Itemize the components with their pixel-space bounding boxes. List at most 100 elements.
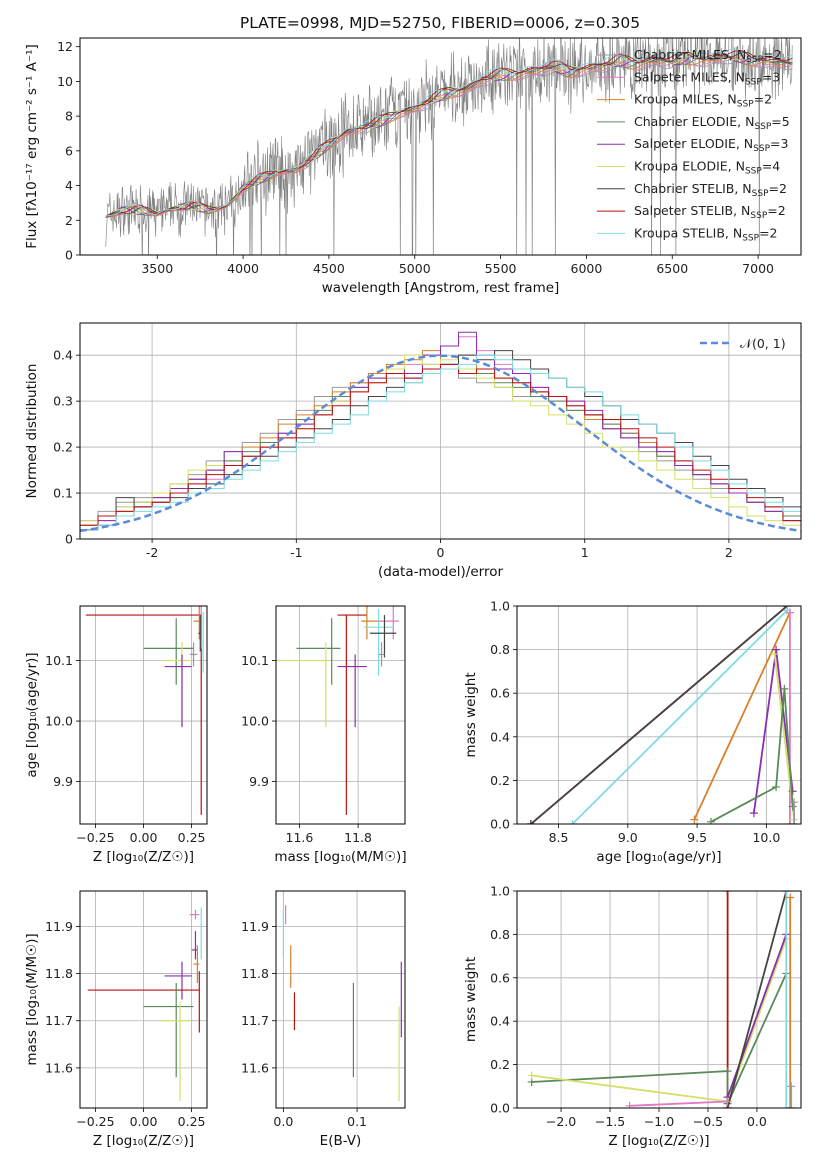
axes-frame	[275, 890, 406, 1109]
errorbar-point	[162, 642, 192, 728]
y-tick-label: 11.7	[241, 1013, 269, 1028]
x-tick-label: 9.5	[687, 830, 707, 845]
figure-title: PLATE=0998, MJD=52750, FIBERID=0006, z=0…	[240, 14, 640, 32]
weight-marker	[526, 820, 535, 824]
panel-mass-vs-Z: −0.25 0.00 0.25 11.6 11.7 11.8 11.9 Z [log₁₀(Z/…	[24, 890, 208, 1149]
weight-marker	[723, 891, 732, 895]
legend-tail: =2	[763, 47, 781, 62]
y-tick-label: 0.4	[490, 1014, 510, 1029]
x-axis-label: (data-model)/error	[378, 564, 504, 580]
x-tick-label: 0.25	[178, 1114, 206, 1129]
errorbar-point	[198, 615, 201, 652]
weight-line	[530, 606, 788, 824]
weight-marker	[690, 815, 699, 824]
legend-sub: SSP	[750, 211, 767, 221]
x-tick-label: 4000	[227, 261, 259, 276]
panel-mass-weight-vs-Z: −2.0 −1.5 −1.0 −0.5 0.0 0.0 0.2 0.4 0.6 0.8 1.0 Z […	[463, 884, 802, 1149]
legend-name: Salpeter STELIB, N	[634, 203, 750, 218]
weight-marker	[787, 1104, 796, 1108]
errorbar-point	[160, 1001, 190, 1101]
x-tick-label: 0.25	[178, 830, 206, 845]
y-tick-label: 11.7	[45, 1013, 73, 1028]
weight-marker	[780, 684, 789, 693]
y-tick-label: 11.9	[45, 919, 73, 934]
y-tick-label: 10.0	[241, 714, 269, 729]
y-tick-label: 11.8	[241, 966, 269, 981]
y-tick-label: 4	[65, 178, 73, 193]
x-tick-label: −0.5	[693, 1114, 723, 1129]
panel-mass-weight-vs-age: 8.5 9.0 9.5 10.0 0.0 0.2 0.4 0.6 0.8 1.0 age [log₁…	[463, 599, 802, 865]
model-spectrum	[105, 48, 793, 217]
x-tick-label: 0.0	[273, 1114, 293, 1129]
x-tick-label: −0.25	[76, 1114, 114, 1129]
y-tick-label: 0.6	[490, 970, 510, 985]
legend-name: Salpeter MILES, N	[634, 69, 745, 84]
legend-name: Kroupa STELIB, N	[634, 225, 742, 240]
normal-curve	[80, 354, 801, 533]
x-axis-label: Z [log₁₀(Z/Z☉)]	[93, 849, 194, 865]
legend-sub: SSP	[753, 144, 770, 154]
legend-entry: Chabrier STELIB, NSSP=2	[634, 181, 787, 199]
legend-tail: =3	[762, 69, 780, 84]
y-tick-label: 1.0	[490, 599, 510, 614]
y-tick-label: 0.6	[490, 686, 510, 701]
y-tick-label: 0.4	[53, 348, 73, 363]
panel-spectrum: 3500 4000 4500 5000 5500 6000 6500 7000 0 2 4 6 8 10 1…	[24, 37, 802, 296]
errorbar-point	[143, 982, 194, 1078]
weight-line	[726, 891, 788, 1108]
y-tick-label: 10.1	[241, 653, 269, 668]
legend-sub: SSP	[754, 122, 771, 132]
model-spectrum	[105, 52, 793, 218]
errorbar-point	[378, 606, 400, 640]
y-axis-label: mass weight	[463, 957, 479, 1042]
y-axis-label: Normed distribution	[24, 364, 40, 499]
histogram-series	[80, 354, 801, 539]
weight-line	[531, 973, 788, 1105]
errorbar-point	[87, 971, 200, 1033]
weight-marker	[786, 1104, 795, 1108]
weight-line	[710, 688, 794, 823]
x-axis-label: mass [log₁₀(M/M☉)]	[274, 849, 406, 865]
plot-area-age-vs-Z	[85, 606, 204, 815]
y-tick-label: 10.0	[45, 714, 73, 729]
legend-sub: SSP	[737, 100, 754, 110]
legend-sub: SSP	[746, 55, 763, 65]
y-tick-label: 6	[65, 143, 73, 158]
x-tick-label: 0.1	[347, 1114, 367, 1129]
legend-sub: SSP	[745, 167, 762, 177]
legend-entry: Chabrier ELODIE, NSSP=5	[634, 114, 790, 132]
errorbar-point	[189, 909, 200, 920]
y-axis-label: Flux [fλ10⁻¹⁷ erg cm⁻² s⁻¹ A⁻¹]	[24, 44, 40, 249]
y-tick-label: 0.2	[490, 1057, 510, 1072]
weight-marker	[772, 645, 781, 654]
axes-frame	[275, 605, 406, 825]
y-tick-label: 2	[65, 213, 73, 228]
errorbar-point	[199, 907, 202, 960]
axes-frame	[79, 37, 802, 256]
y-tick-label: 9.9	[249, 774, 269, 789]
weight-marker	[785, 820, 794, 824]
y-tick-label: 0.3	[53, 394, 73, 409]
x-axis-label: age [log₁₀(age/yr)]	[596, 849, 721, 865]
histogram-series	[80, 354, 801, 539]
y-tick-label: 11.6	[241, 1060, 269, 1075]
legend-entry: Salpeter MILES, NSSP=3	[634, 69, 780, 87]
legend-tail: =2	[767, 203, 785, 218]
x-tick-label: 0.00	[130, 830, 158, 845]
legend-entry: Kroupa STELIB, NSSP=2	[634, 225, 778, 243]
y-tick-label: 0	[65, 532, 73, 547]
weight-line	[629, 1100, 728, 1107]
legend-tail: =2	[759, 225, 777, 240]
panel-age-vs-Z: −0.25 0.00 0.25 9.9 10.0 10.1 Z [log₁₀(Z/Z☉)] a…	[24, 605, 208, 865]
legend-entry: 𝒩(0, 1)	[740, 336, 786, 351]
x-tick-label: −1.5	[595, 1114, 625, 1129]
x-tick-label: 5000	[399, 261, 431, 276]
legend-entry: Kroupa ELODIE, NSSP=4	[634, 159, 780, 177]
plot-area-mass-vs-ebv	[282, 905, 402, 1101]
weight-marker	[785, 608, 794, 617]
y-axis-label: mass [log₁₀(M/M☉)]	[24, 933, 40, 1065]
weight-marker	[782, 891, 791, 895]
errorbar-point	[296, 618, 341, 685]
legend-tail: =3	[770, 136, 788, 151]
weight-marker	[706, 817, 715, 824]
